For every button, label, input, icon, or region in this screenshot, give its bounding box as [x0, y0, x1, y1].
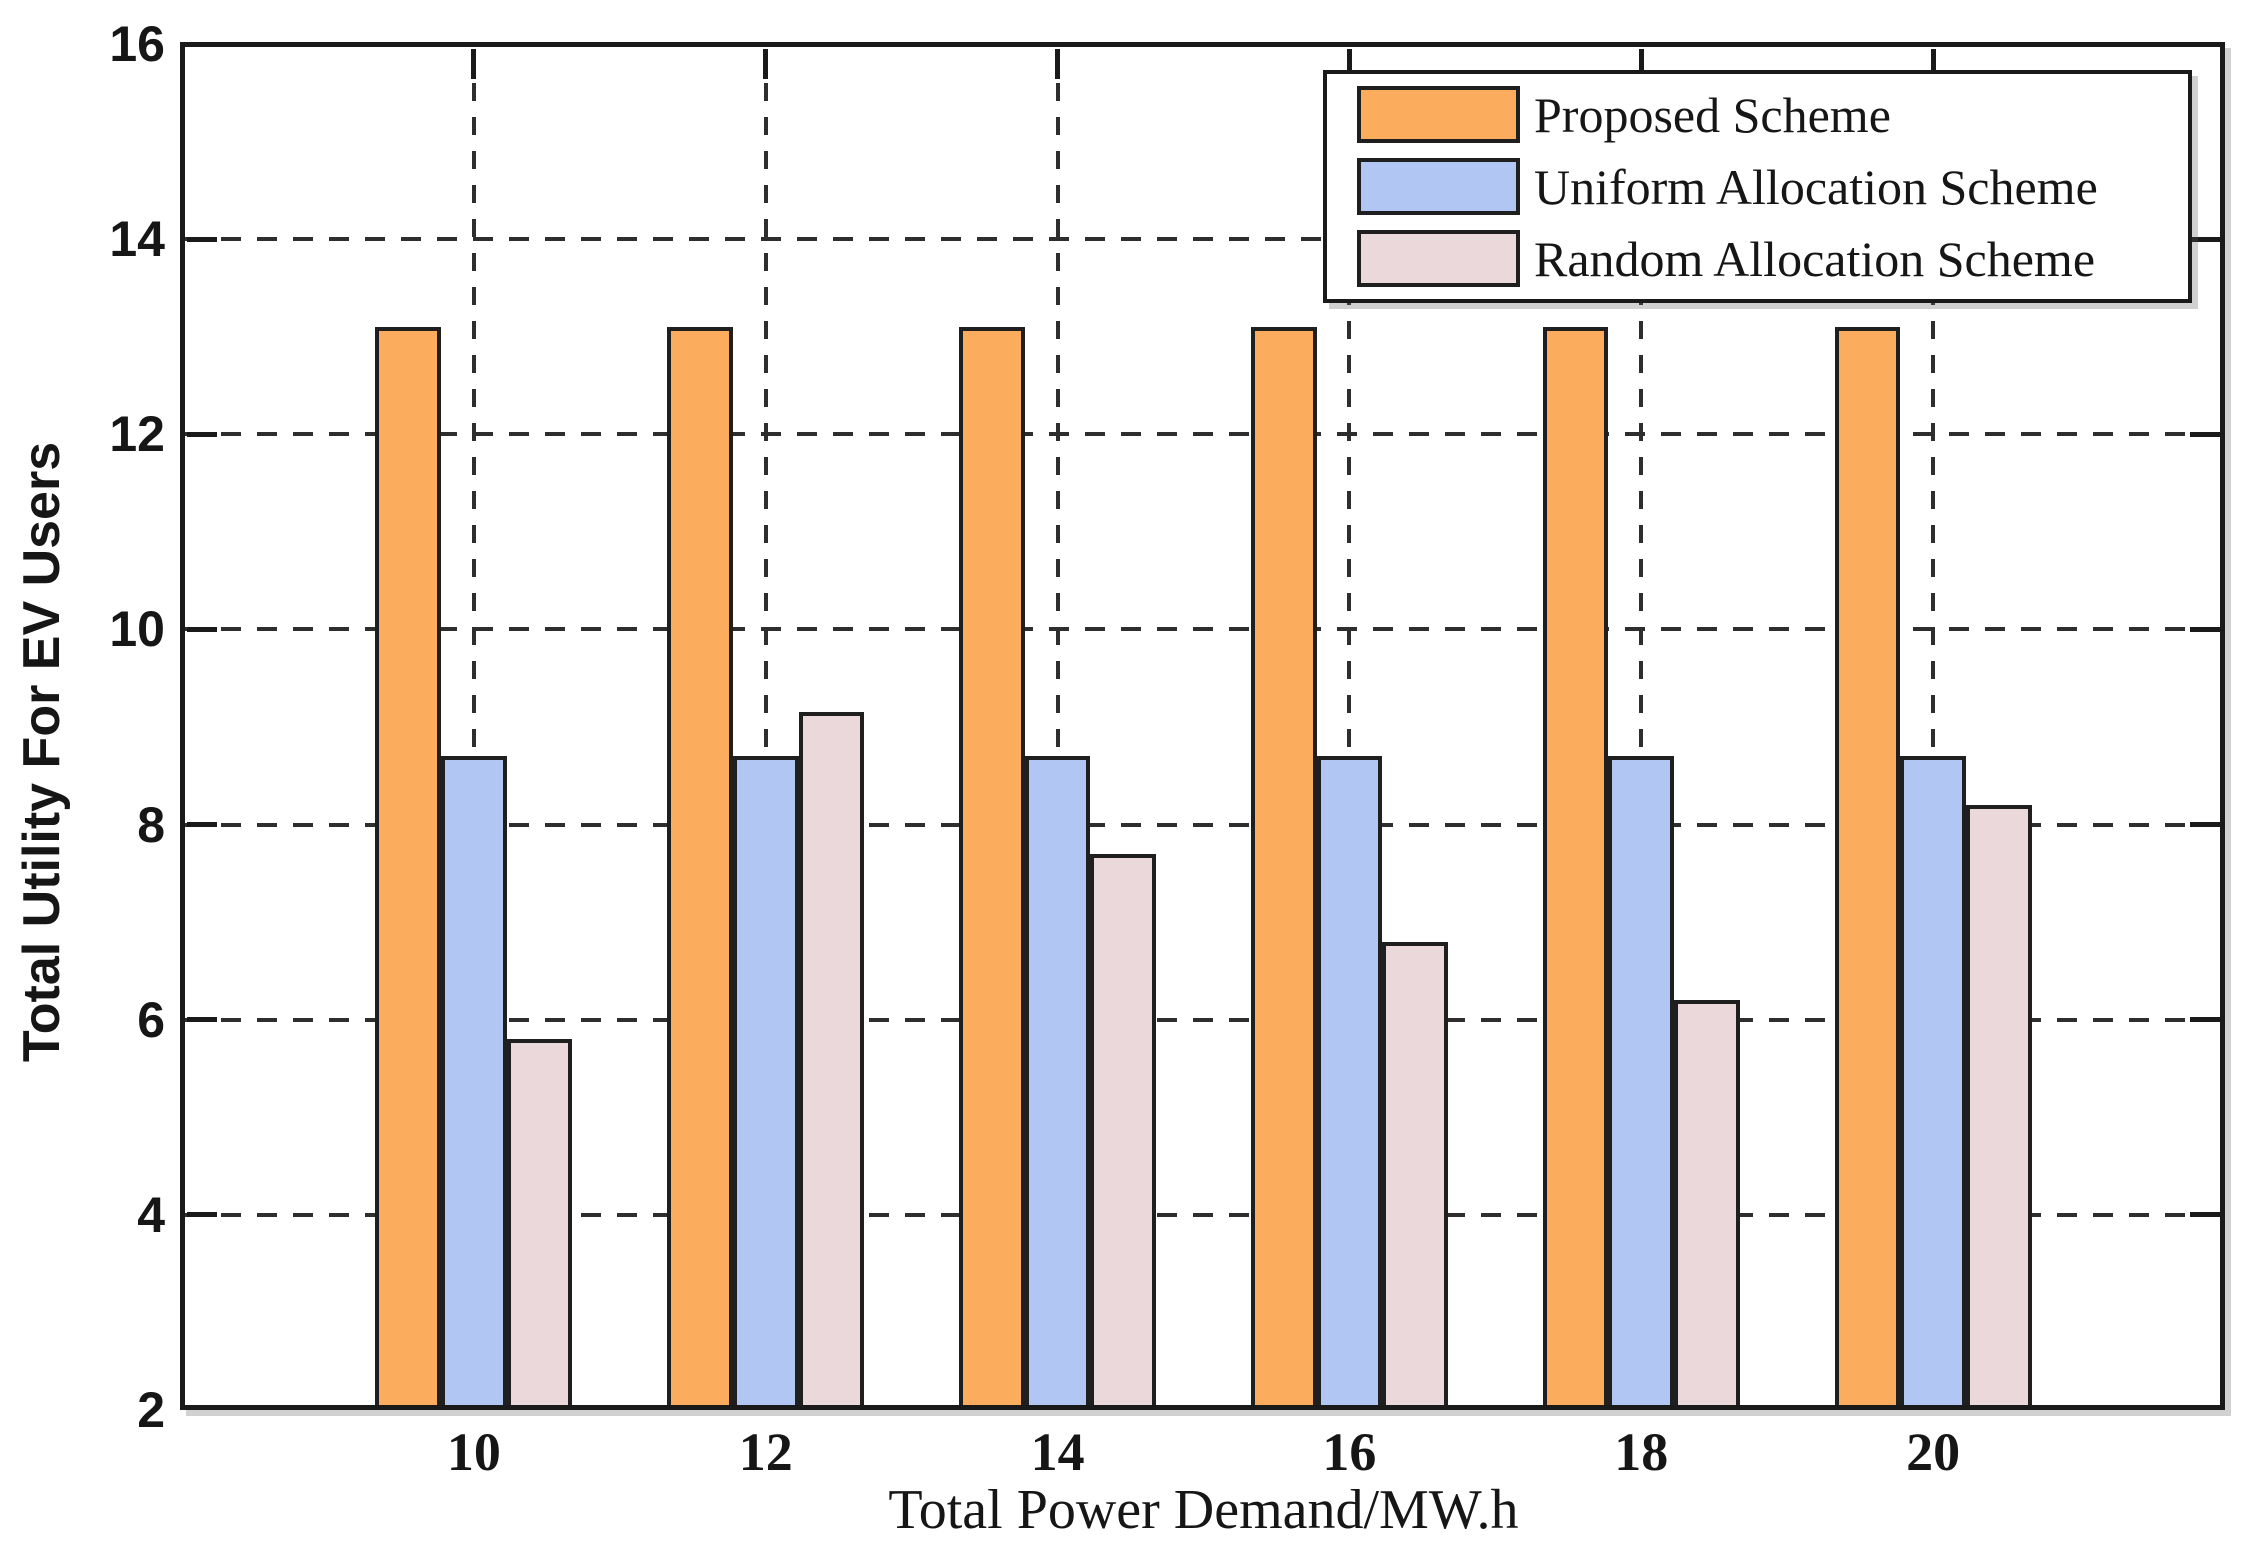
ytick-left-10 [187, 626, 217, 632]
legend-label-random-allocation-scheme: Random Allocation Scheme [1534, 230, 2096, 287]
legend-label-proposed-scheme: Proposed Scheme [1534, 86, 1891, 143]
ytick-label-14: 14 [109, 211, 165, 268]
legend-row-uniform-allocation-scheme: Uniform Allocation Scheme [1357, 151, 2188, 223]
ytick-label-8: 8 [137, 796, 165, 853]
bar-proposed-scheme-16 [1250, 326, 1317, 1410]
bar-uniform-allocation-scheme-20 [1900, 756, 1966, 1410]
legend-row-random-allocation-scheme: Random Allocation Scheme [1357, 223, 2188, 295]
xtick-label-10: 10 [446, 1422, 501, 1482]
ytick-label-4: 4 [137, 1186, 165, 1243]
ytick-left-8 [187, 822, 217, 828]
xtick-top-16 [1346, 49, 1352, 79]
x-axis-label: Total Power Demand/MW.h [888, 1479, 1519, 1541]
bar-random-allocation-scheme-20 [1965, 805, 2032, 1410]
bar-proposed-scheme-12 [667, 326, 733, 1410]
ytick-left-6 [187, 1017, 217, 1023]
grid-x-20 [1931, 49, 1936, 1405]
grid-x-18 [1639, 49, 1644, 1405]
y-axis-label: Total Utility For EV Users [13, 441, 71, 1063]
xtick-top-12 [763, 49, 769, 79]
grid-x-12 [763, 49, 768, 1405]
grid-y-4 [185, 1212, 2222, 1217]
ytick-left-14 [187, 236, 217, 242]
xtick-label-18: 18 [1614, 1422, 1669, 1482]
legend-swatch-random-allocation-scheme [1357, 230, 1520, 287]
xtick-label-14: 14 [1030, 1422, 1085, 1482]
bar-proposed-scheme-20 [1834, 326, 1901, 1410]
xtick-top-14 [1055, 49, 1061, 79]
ytick-label-2: 2 [137, 1382, 165, 1438]
ytick-right-4 [2190, 1212, 2220, 1218]
bar-proposed-scheme-10 [375, 326, 441, 1410]
grid-x-10 [471, 49, 476, 1405]
xtick-top-20 [1930, 49, 1936, 79]
bar-proposed-scheme-18 [1542, 326, 1609, 1410]
bar-uniform-allocation-scheme-12 [732, 756, 799, 1410]
legend-swatch-uniform-allocation-scheme [1357, 158, 1520, 215]
ytick-left-4 [187, 1212, 217, 1218]
xtick-top-10 [471, 49, 477, 79]
bar-random-allocation-scheme-10 [506, 1039, 573, 1410]
xtick-label-20: 20 [1906, 1422, 1961, 1482]
bar-random-allocation-scheme-18 [1674, 1000, 1740, 1410]
ytick-label-12: 12 [109, 406, 165, 463]
xtick-label-16: 16 [1322, 1422, 1377, 1482]
legend-label-uniform-allocation-scheme: Uniform Allocation Scheme [1534, 158, 2098, 215]
grid-y-10 [185, 627, 2222, 632]
grid-y-6 [185, 1017, 2222, 1022]
ytick-label-16: 16 [109, 16, 165, 72]
bar-uniform-allocation-scheme-18 [1608, 756, 1675, 1410]
ytick-label-6: 6 [137, 991, 165, 1048]
ytick-right-6 [2190, 1017, 2220, 1023]
bar-random-allocation-scheme-12 [798, 712, 865, 1410]
ytick-label-10: 10 [109, 601, 165, 658]
bar-random-allocation-scheme-14 [1090, 853, 1157, 1410]
bar-proposed-scheme-14 [959, 326, 1025, 1410]
ytick-right-8 [2190, 822, 2220, 828]
bar-random-allocation-scheme-16 [1382, 941, 1448, 1410]
bar-uniform-allocation-scheme-14 [1024, 756, 1091, 1410]
xtick-top-18 [1638, 49, 1644, 79]
ytick-right-12 [2190, 431, 2220, 437]
ytick-right-10 [2190, 626, 2220, 632]
legend: Proposed Scheme Uniform Allocation Scheme… [1323, 70, 2192, 303]
grid-x-14 [1055, 49, 1060, 1405]
legend-row-proposed-scheme: Proposed Scheme [1357, 79, 2188, 151]
grid-y-14 [185, 237, 2222, 242]
xtick-label-12: 12 [738, 1422, 793, 1482]
grid-y-8 [185, 822, 2222, 827]
ytick-left-12 [187, 431, 217, 437]
legend-swatch-proposed-scheme [1357, 86, 1520, 143]
grid-x-16 [1347, 49, 1352, 1405]
bar-uniform-allocation-scheme-10 [441, 756, 507, 1410]
bar-uniform-allocation-scheme-16 [1316, 756, 1383, 1410]
ytick-right-14 [2190, 236, 2220, 242]
grid-y-12 [185, 432, 2222, 437]
